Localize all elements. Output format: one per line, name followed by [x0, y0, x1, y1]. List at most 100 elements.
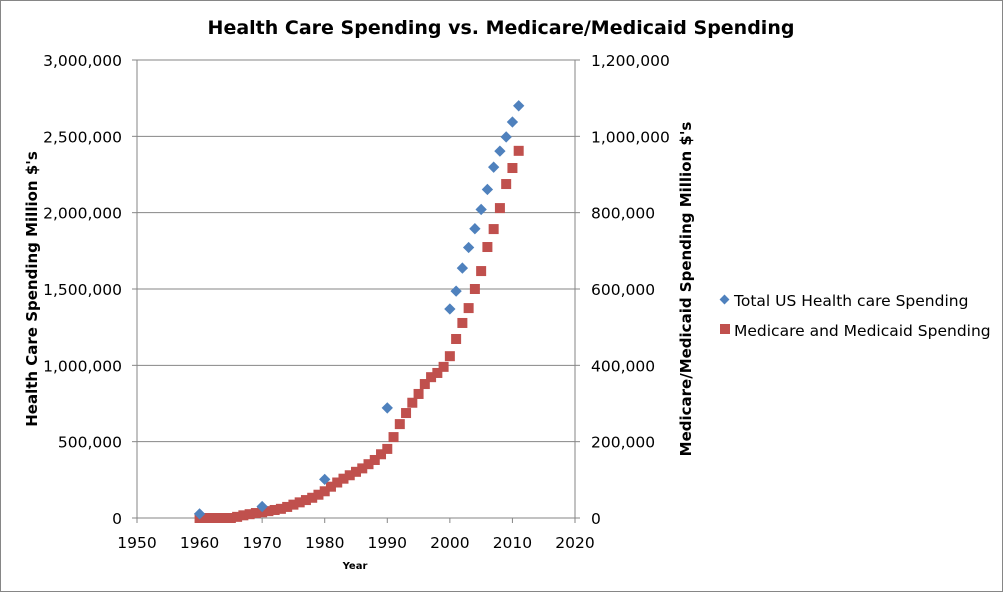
x-tick-label: 2010 [493, 534, 532, 552]
medicare-medicaid-point [300, 495, 311, 506]
medicare-medicaid-point [244, 509, 255, 520]
medicare-medicaid-point [257, 507, 268, 518]
y-tick-label: 0 [112, 510, 122, 528]
y-tick-label: 1,000,000 [43, 357, 122, 375]
medicare-medicaid-point [332, 477, 343, 488]
medicare-medicaid-point [225, 513, 236, 523]
medicare-medicaid-point [476, 266, 487, 277]
y2-tick-label: 800,000 [591, 205, 655, 223]
y-tick-label: 1,500,000 [43, 281, 122, 299]
medicare-medicaid-point [357, 463, 368, 474]
medicare-medicaid-point [501, 179, 512, 190]
x-tick-label: 1970 [242, 534, 281, 552]
y-tick-label: 3,000,000 [43, 52, 122, 70]
medicare-medicaid-point [513, 145, 524, 156]
x-tick-label: 1960 [180, 534, 219, 552]
medicare-medicaid-point [451, 333, 462, 344]
total-spending-point [475, 203, 487, 216]
total-spending-point [193, 508, 206, 520]
medicare-medicaid-point [207, 513, 218, 523]
medicare-medicaid-point [494, 203, 505, 214]
legend-item-total-spending[interactable]: Total US Health care Spending [719, 292, 969, 310]
y-tick-label: 500,000 [58, 434, 122, 452]
total-spending-point [481, 183, 494, 196]
medicare-medicaid-point [382, 443, 393, 454]
x-tick-label: 1990 [368, 534, 407, 552]
medicare-medicaid-point [426, 372, 437, 383]
medicare-medicaid-point [219, 513, 230, 523]
legend-diamond-marker [719, 294, 730, 305]
medicare-medicaid-point [351, 466, 361, 477]
y-axis-label: Health Care Spending Million $'s [23, 151, 41, 427]
total-spending-point [462, 241, 475, 254]
x-axis-ticks: 1950 1960 1970 1980 1990 2000 2010 2020 [117, 534, 594, 552]
medicare-medicaid-point [363, 459, 374, 470]
medicare-medicaid-point [469, 284, 480, 294]
medicare-medicaid-point [401, 408, 412, 419]
legend: Total US Health care Spending Medicare a… [719, 292, 991, 340]
medicare-medicaid-point [457, 317, 468, 328]
total-spending-point [506, 116, 519, 128]
legend-label-medicare-medicaid: Medicare and Medicaid Spending [734, 322, 991, 340]
medicare-medicaid-point [294, 497, 305, 508]
medicare-medicaid-point [413, 388, 424, 399]
medicare-medicaid-point [376, 449, 387, 460]
medicare-medicaid-point [388, 432, 399, 443]
y-tick-label: 2,500,000 [43, 128, 122, 146]
medicare-medicaid-point [407, 397, 418, 408]
legend-square-marker [720, 324, 730, 334]
y2-tick-label: 1,000,000 [591, 128, 670, 146]
total-spending-point [456, 262, 469, 274]
medicare-medicaid-point [325, 481, 336, 492]
medicare-medicaid-point [238, 510, 249, 521]
medicare-medicaid-point [507, 163, 518, 174]
medicare-medicaid-point [432, 367, 443, 378]
medicare-medicaid-point [482, 242, 493, 253]
y2-tick-label: 1,200,000 [591, 52, 670, 70]
medicare-medicaid-point [288, 499, 299, 510]
medicare-medicaid-point [319, 486, 330, 497]
y-tick-label: 2,000,000 [43, 205, 122, 223]
medicare-medicaid-point [282, 501, 293, 512]
medicare-medicaid-point [369, 454, 380, 465]
medicare-medicaid-point [275, 503, 286, 514]
y2-tick-label: 200,000 [591, 434, 655, 452]
total-spending-point [319, 473, 331, 486]
medicare-medicaid-point [444, 351, 455, 362]
medicare-medicaid-point [338, 473, 349, 484]
x-tick-label: 2020 [555, 534, 594, 552]
x-tick-label: 1950 [117, 534, 156, 552]
x-tick-label: 1980 [305, 534, 344, 552]
x-tick-label: 2000 [430, 534, 469, 552]
total-spending-point [469, 223, 481, 235]
chart-title: Health Care Spending vs. Medicare/Medica… [208, 17, 795, 39]
total-spending-point [513, 100, 525, 112]
total-spending-point [494, 145, 506, 157]
total-spending-point [256, 500, 268, 513]
medicare-medicaid-point [307, 492, 318, 503]
medicare-medicaid-point [394, 419, 405, 430]
medicare-medicaid-point [463, 303, 474, 314]
total-spending-point [444, 303, 456, 315]
total-spending-point [500, 131, 512, 143]
legend-label-total-spending: Total US Health care Spending [733, 292, 968, 310]
y2-tick-label: 600,000 [591, 281, 655, 299]
total-spending-point [488, 161, 500, 173]
medicare-medicaid-point [438, 361, 449, 372]
medicare-medicaid-point [344, 470, 355, 481]
y-axis-ticks: 0 500,000 1,000,000 1,500,000 2,000,000 2,500… [43, 52, 122, 528]
medicare-medicaid-point [419, 379, 430, 390]
medicare-medicaid-point [269, 504, 280, 515]
medicare-medicaid-point [232, 511, 243, 522]
axes [132, 59, 580, 523]
medicare-medicaid-point [313, 489, 324, 500]
y2-tick-label: 0 [591, 510, 601, 528]
y2-tick-label: 400,000 [591, 357, 655, 375]
gridlines [137, 59, 575, 443]
legend-item-medicare-medicaid[interactable]: Medicare and Medicaid Spending [720, 322, 991, 340]
medicare-medicaid-point [263, 506, 274, 517]
y2-axis-ticks: 0 200,000 400,000 600,000 800,000 1,000,000 1,… [591, 52, 670, 528]
total-spending-point [450, 285, 462, 297]
